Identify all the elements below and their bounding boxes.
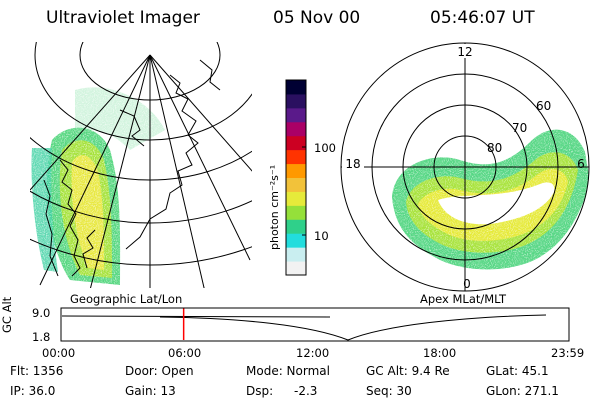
geographic-projection-panel	[30, 42, 252, 288]
colorbar-segment	[286, 149, 306, 165]
ip-value: IP: 36.0	[10, 384, 56, 398]
colorbar-tick-10: 10	[314, 229, 329, 243]
right-panel-caption: Apex MLat/MLT	[420, 292, 507, 306]
flight-number: Flt: 1356	[10, 364, 64, 378]
sequence-number: Seq: 30	[366, 384, 412, 398]
colorbar-segment	[286, 233, 306, 248]
colorbar-label: photon cm⁻²s⁻¹	[268, 165, 281, 250]
colorbar-tick-100: 100	[314, 141, 336, 155]
colorbar-frame	[285, 79, 307, 276]
gain-value: Gain: 13	[125, 384, 176, 398]
colorbar-segment	[286, 163, 306, 178]
apex-polar-plot: 12 18 6 0 60 70 80	[340, 42, 590, 292]
colorbar-segment	[286, 121, 306, 137]
timeline-y-axis-label: GC Alt	[0, 296, 14, 333]
lat-lon-grid	[30, 42, 252, 288]
polar-grid	[340, 42, 590, 292]
left-panel-caption: Geographic Lat/Lon	[70, 292, 183, 306]
lat-label-60: 60	[536, 99, 551, 113]
auroral-emission-left	[30, 42, 252, 288]
colorbar-segment	[286, 177, 306, 192]
dsp-label: Dsp:	[246, 384, 274, 398]
altitude-curve-b	[159, 314, 547, 341]
colorbar-segment	[286, 205, 306, 220]
geographic-latitude: GLat: 45.1	[486, 364, 549, 378]
colorbar-segment	[286, 261, 306, 276]
colorbar-segment	[286, 219, 306, 234]
instrument-title: Ultraviolet Imager	[46, 8, 200, 28]
timeline-x-tick-0600: 06:00	[168, 346, 202, 360]
altitude-curve-a	[61, 315, 331, 318]
colorbar-segment	[286, 80, 306, 95]
door-status: Door: Open	[125, 364, 194, 378]
timeline-y-tick-min: 1.8	[32, 330, 51, 344]
colorbar-gradient	[286, 80, 306, 276]
timeline-x-tick-2359: 23:59	[551, 346, 585, 360]
geographic-longitude: GLon: 271.1	[486, 384, 559, 398]
time-label: 05:46:07 UT	[430, 8, 535, 28]
date-label: 05 Nov 00	[273, 8, 361, 28]
mlt-label-12: 12	[457, 45, 472, 59]
mlt-label-6: 6	[577, 157, 585, 171]
colorbar: photon cm⁻²s⁻¹	[268, 79, 307, 276]
timeline-frame	[60, 307, 570, 342]
mlt-label-0: 0	[463, 277, 471, 291]
colorbar-segment	[286, 191, 306, 206]
gc-altitude: GC Alt: 9.4 Re	[366, 364, 450, 378]
dsp-value: -2.3	[294, 384, 318, 398]
lat-label-80: 80	[487, 141, 502, 155]
mode-value: Mode: Normal	[246, 364, 330, 378]
colorbar-segment	[286, 135, 306, 151]
coastlines	[43, 59, 221, 277]
colorbar-segment	[286, 107, 306, 123]
lat-label-70: 70	[512, 121, 527, 135]
colorbar-segment	[286, 93, 306, 109]
timeline-x-tick-1800: 18:00	[423, 346, 457, 360]
timeline-x-tick-0000: 00:00	[42, 346, 76, 360]
timeline-x-tick-1200: 12:00	[296, 346, 330, 360]
mlt-label-18: 18	[345, 157, 360, 171]
timeline-y-tick-max: 9.0	[32, 306, 51, 320]
colorbar-segment	[286, 247, 306, 262]
gc-alt-timeline	[60, 307, 570, 342]
